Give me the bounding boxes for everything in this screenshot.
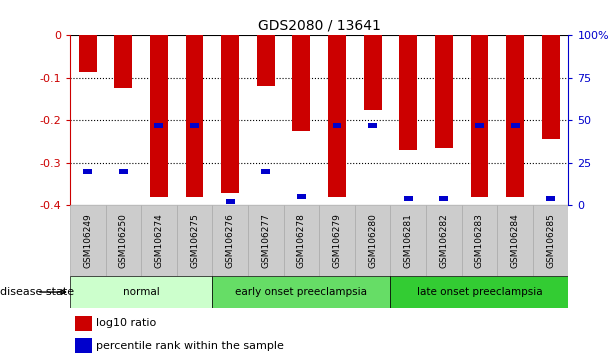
- FancyBboxPatch shape: [177, 205, 212, 276]
- Bar: [75, 338, 92, 353]
- Bar: [328, 35, 346, 197]
- Bar: [190, 123, 199, 128]
- FancyBboxPatch shape: [212, 205, 248, 276]
- Bar: [435, 35, 453, 148]
- Bar: [185, 35, 204, 197]
- Bar: [75, 316, 92, 331]
- Title: GDS2080 / 13641: GDS2080 / 13641: [258, 19, 381, 33]
- FancyBboxPatch shape: [461, 205, 497, 276]
- Text: GSM106276: GSM106276: [226, 213, 235, 268]
- Bar: [542, 35, 559, 139]
- Text: GSM106250: GSM106250: [119, 213, 128, 268]
- Text: early onset preeclampsia: early onset preeclampsia: [235, 287, 367, 297]
- Bar: [333, 123, 342, 128]
- FancyBboxPatch shape: [283, 205, 319, 276]
- Bar: [440, 196, 448, 201]
- Text: GSM106281: GSM106281: [404, 213, 413, 268]
- Bar: [226, 199, 235, 205]
- Text: GSM106285: GSM106285: [546, 213, 555, 268]
- FancyBboxPatch shape: [426, 205, 461, 276]
- Bar: [154, 123, 164, 128]
- Text: GSM106277: GSM106277: [261, 213, 271, 268]
- FancyBboxPatch shape: [70, 205, 106, 276]
- Text: normal: normal: [123, 287, 159, 297]
- Bar: [475, 123, 484, 128]
- Text: percentile rank within the sample: percentile rank within the sample: [96, 341, 284, 350]
- Bar: [83, 169, 92, 174]
- Bar: [399, 35, 417, 150]
- Bar: [257, 35, 275, 86]
- Text: GSM106284: GSM106284: [511, 213, 520, 268]
- Text: disease state: disease state: [0, 287, 74, 297]
- FancyBboxPatch shape: [70, 276, 212, 308]
- FancyBboxPatch shape: [355, 205, 390, 276]
- FancyBboxPatch shape: [390, 205, 426, 276]
- Text: GSM106282: GSM106282: [440, 213, 448, 268]
- Bar: [506, 35, 524, 197]
- Bar: [292, 35, 310, 131]
- Bar: [221, 35, 239, 193]
- FancyBboxPatch shape: [106, 205, 141, 276]
- Bar: [546, 196, 555, 201]
- Text: GSM106274: GSM106274: [154, 213, 164, 268]
- Bar: [368, 123, 377, 128]
- FancyBboxPatch shape: [497, 205, 533, 276]
- Bar: [404, 196, 413, 201]
- Bar: [297, 194, 306, 199]
- Text: GSM106249: GSM106249: [83, 213, 92, 268]
- Bar: [261, 169, 270, 174]
- Bar: [119, 169, 128, 174]
- Bar: [511, 123, 519, 128]
- Bar: [364, 35, 382, 110]
- FancyBboxPatch shape: [319, 205, 355, 276]
- Bar: [79, 35, 97, 72]
- FancyBboxPatch shape: [141, 205, 177, 276]
- FancyBboxPatch shape: [533, 205, 568, 276]
- FancyBboxPatch shape: [248, 205, 283, 276]
- Bar: [150, 35, 168, 197]
- Text: late onset preeclampsia: late onset preeclampsia: [416, 287, 542, 297]
- Text: GSM106278: GSM106278: [297, 213, 306, 268]
- Bar: [114, 35, 133, 88]
- FancyBboxPatch shape: [212, 276, 390, 308]
- FancyBboxPatch shape: [390, 276, 568, 308]
- Text: GSM106275: GSM106275: [190, 213, 199, 268]
- Text: log10 ratio: log10 ratio: [96, 319, 157, 329]
- Text: GSM106283: GSM106283: [475, 213, 484, 268]
- Text: GSM106279: GSM106279: [333, 213, 342, 268]
- Bar: [471, 35, 488, 197]
- Text: GSM106280: GSM106280: [368, 213, 377, 268]
